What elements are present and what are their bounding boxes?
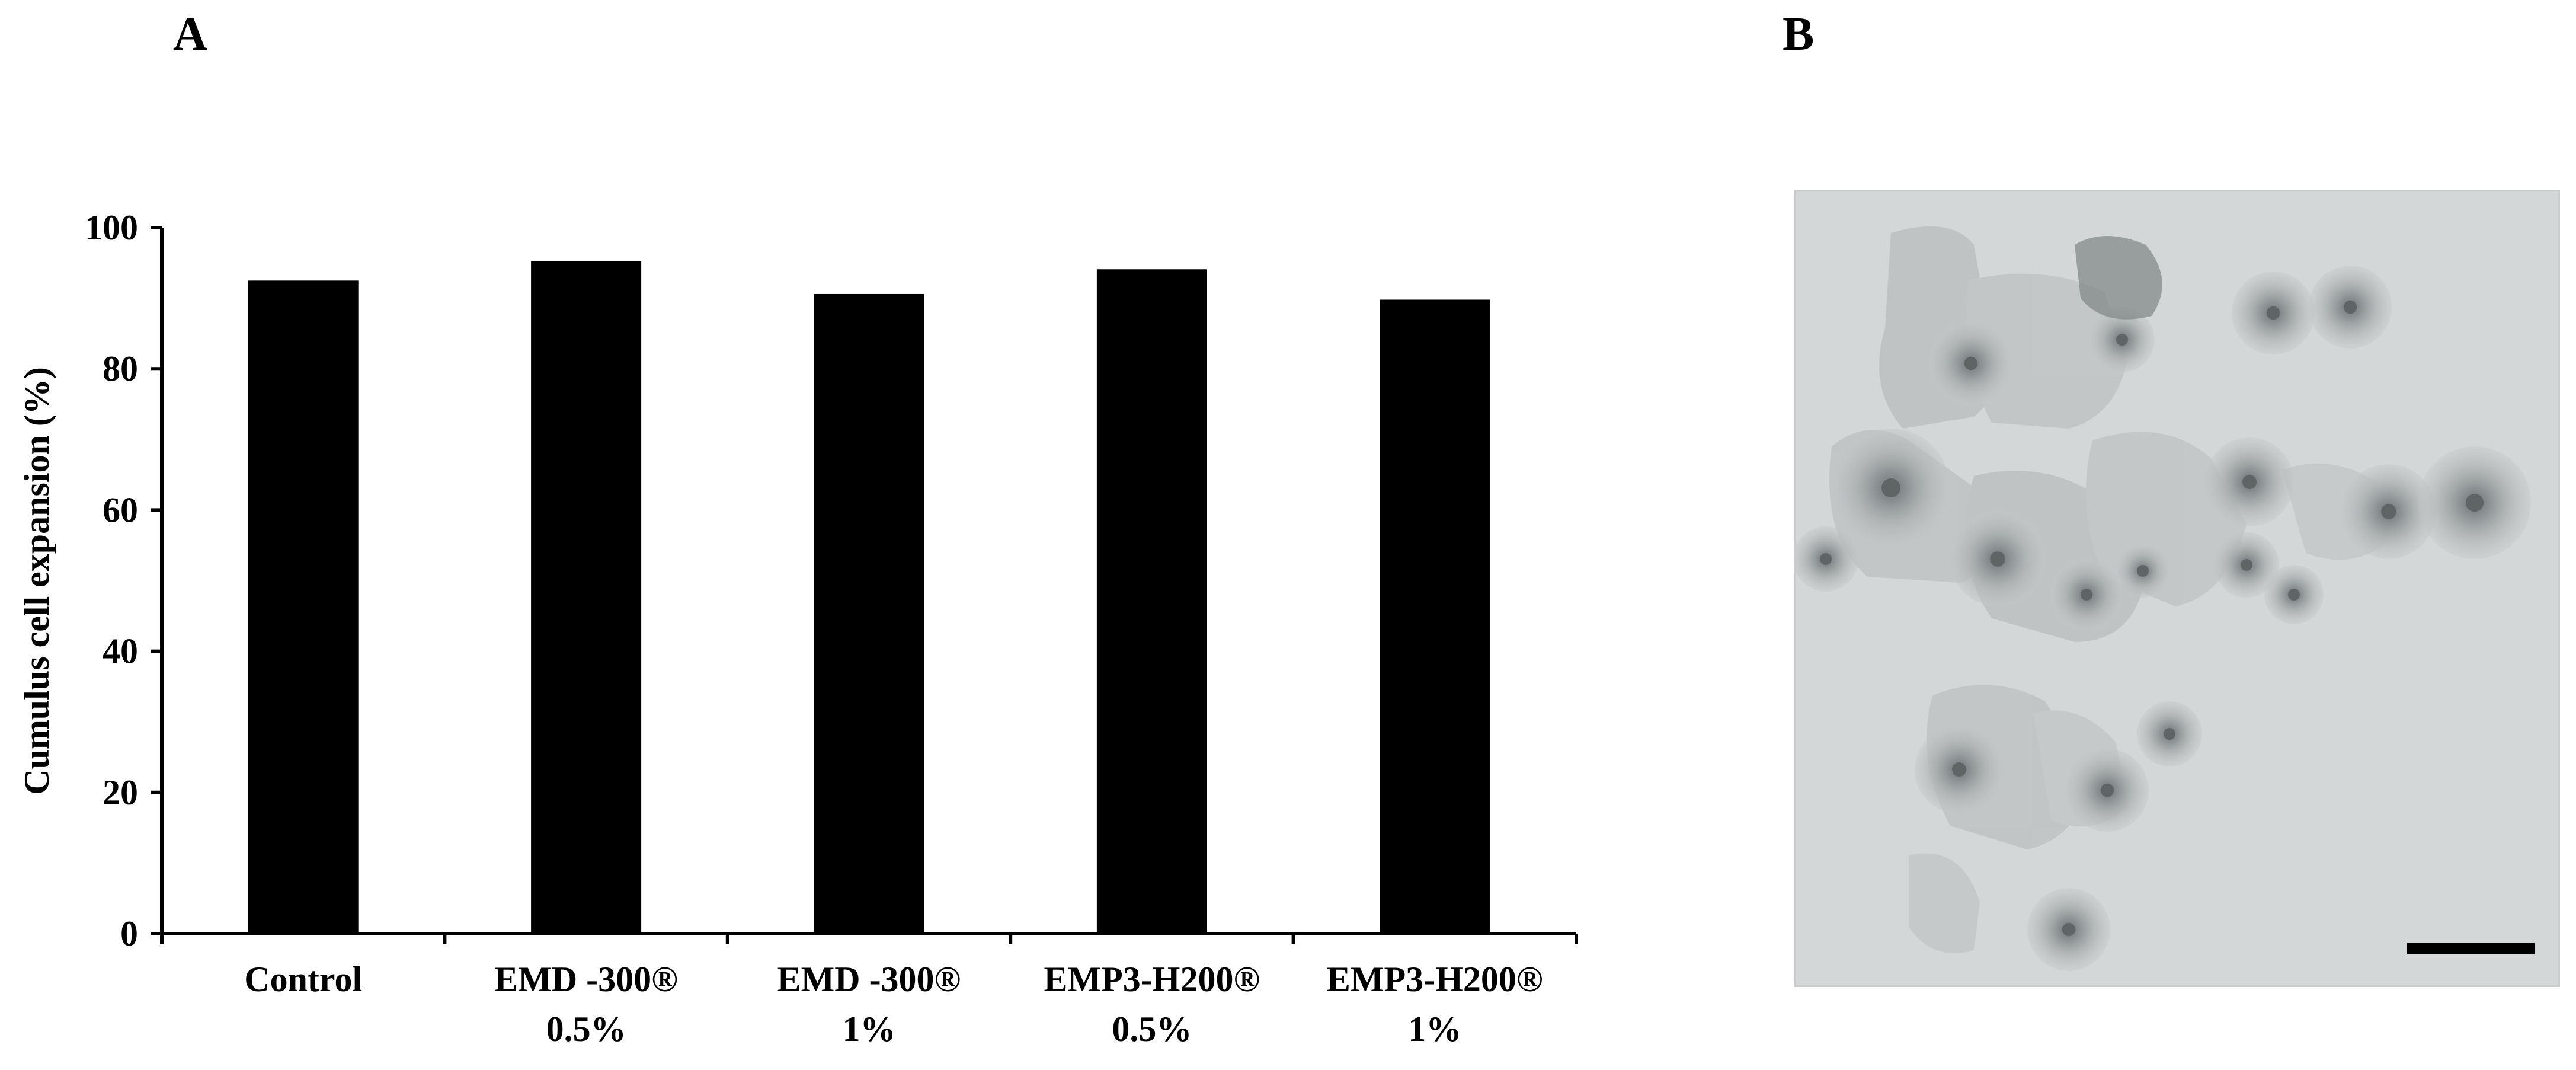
micrograph-image — [1794, 190, 2560, 987]
y-tick-label-3: 60 — [103, 490, 138, 529]
dark-cell-cluster — [2075, 236, 2162, 320]
cell-nucleus-4 — [1881, 478, 1900, 497]
cell-nucleus-5 — [1820, 553, 1832, 565]
y-tick-label-1: 20 — [103, 773, 138, 812]
y-tick-label-0: 0 — [120, 914, 138, 953]
bar-4 — [1380, 299, 1490, 934]
cell-nucleus-8 — [2137, 565, 2149, 577]
x-tick-label-3-line-1: 0.5% — [1112, 1010, 1192, 1049]
y-tick-label-5: 100 — [85, 208, 138, 247]
x-tick-label-4-line-1: 1% — [1408, 1010, 1461, 1049]
cell-nucleus-7 — [2081, 589, 2092, 601]
cell-nucleus-15 — [2100, 783, 2114, 797]
bar-0 — [248, 280, 359, 934]
cell-nucleus-17 — [2062, 922, 2076, 937]
cell-nucleus-16 — [2164, 728, 2175, 740]
y-tick-label-2: 40 — [103, 632, 138, 671]
cell-nucleus-10 — [2241, 559, 2252, 571]
bar-3 — [1096, 269, 1207, 934]
x-tick-label-2-line-1: 1% — [843, 1010, 896, 1049]
cell-nucleus-3 — [2343, 300, 2357, 314]
cell-nucleus-0 — [1964, 356, 1978, 370]
cell-nucleus-2 — [2266, 306, 2280, 320]
bars-layer — [248, 260, 1490, 934]
cell-nucleus-6 — [1990, 551, 2005, 567]
y-axis-label: Cumulus cell expansion (%) — [17, 367, 56, 795]
x-tick-label-1-line-0: EMD -300® — [494, 960, 678, 999]
panel-label-b: B — [1783, 8, 1815, 60]
bar-chart: 0 20 40 60 80 100 Control EMD -300® 0.5% EMD -30… — [17, 208, 1578, 1049]
x-tick-label-2-line-0: EMD -300® — [777, 960, 961, 999]
cell-nucleus-9 — [2242, 475, 2257, 489]
cell-nucleus-12 — [2381, 504, 2396, 519]
cell-nucleus-11 — [2288, 589, 2300, 601]
x-tick-label-4-line-0: EMP3-H200® — [1327, 960, 1543, 999]
x-tick-label-1-line-1: 0.5% — [546, 1010, 626, 1049]
scale-bar — [2407, 943, 2535, 954]
x-ticks: Control EMD -300® 0.5% EMD -300® 1% EMP3-H200… — [160, 934, 1578, 1049]
cell-nucleus-13 — [2465, 493, 2484, 512]
y-ticks: 0 20 40 60 80 100 — [85, 208, 162, 953]
x-tick-label-3-line-0: EMP3-H200® — [1044, 960, 1260, 999]
bar-2 — [814, 293, 924, 934]
cell-nucleus-1 — [2116, 334, 2128, 346]
y-tick-label-4: 80 — [103, 349, 138, 388]
oocyte-cells — [1796, 266, 2531, 971]
bar-1 — [531, 260, 642, 934]
cell-nucleus-14 — [1952, 762, 1966, 777]
x-tick-label-0-line-0: Control — [244, 960, 362, 999]
panel-label-a: A — [173, 8, 207, 60]
